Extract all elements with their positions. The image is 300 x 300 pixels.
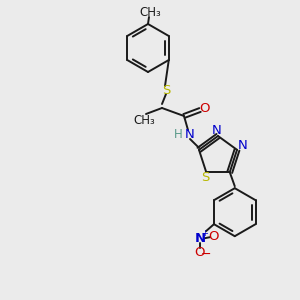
Text: H: H (174, 128, 182, 140)
Text: S: S (201, 171, 209, 184)
Text: S: S (162, 83, 170, 97)
Text: CH₃: CH₃ (133, 115, 155, 128)
Text: CH₃: CH₃ (139, 5, 161, 19)
Text: N: N (194, 232, 206, 245)
Text: N: N (238, 139, 248, 152)
Text: N: N (212, 124, 222, 136)
Text: O: O (195, 246, 205, 259)
Text: N: N (185, 128, 195, 140)
Text: +: + (202, 229, 208, 238)
Text: O: O (209, 230, 219, 243)
Text: O: O (200, 101, 210, 115)
Text: −: − (201, 248, 211, 261)
